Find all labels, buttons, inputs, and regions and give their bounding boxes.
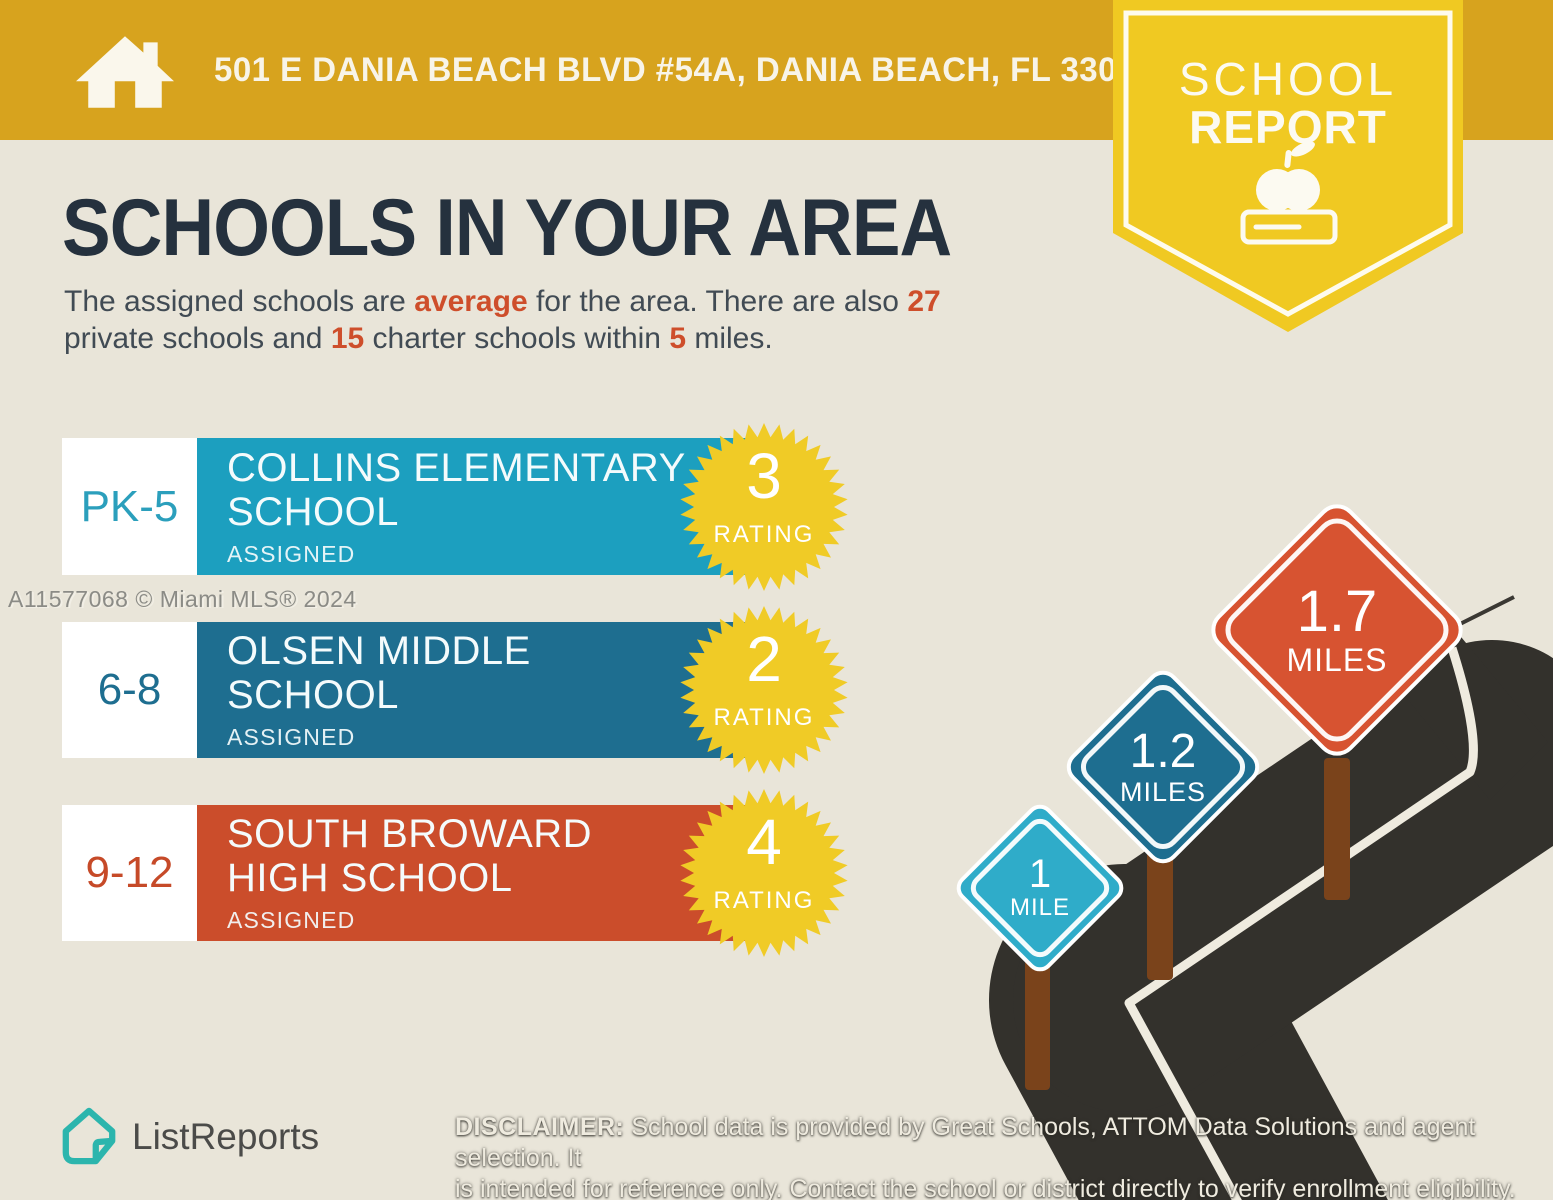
brand-name: ListReports <box>132 1116 320 1157</box>
rating-label: RATING <box>713 887 815 914</box>
disclaimer-line-1: School data is provided by Great Schools… <box>455 1113 1476 1172</box>
school-row-middle: 6-8 OLSEN MIDDLE SCHOOL ASSIGNED <box>62 622 767 758</box>
sign-post <box>1025 956 1050 1090</box>
listreports-brand: ListReports <box>60 1106 319 1168</box>
rating-value: 4 <box>746 806 782 878</box>
school-row-elementary: PK-5 COLLINS ELEMENTARY SCHOOL ASSIGNED <box>62 438 767 575</box>
grade-range-box: PK-5 <box>62 438 197 575</box>
disclaimer-text: DISCLAIMER: School data is provided by G… <box>455 1112 1525 1200</box>
rating-label: RATING <box>713 521 815 548</box>
listreports-logo-icon <box>62 1107 116 1165</box>
school-bar: SOUTH BROWARD HIGH SCHOOL ASSIGNED <box>197 805 767 941</box>
grade-range-box: 6-8 <box>62 622 197 758</box>
school-bar: COLLINS ELEMENTARY SCHOOL ASSIGNED <box>197 438 767 575</box>
badge-line-school: SCHOOL <box>1178 53 1398 105</box>
assigned-label: ASSIGNED <box>227 540 356 567</box>
distance-unit: MILES <box>1119 776 1207 807</box>
rating-badge-middle: 2 RATING <box>678 604 850 776</box>
home-icon <box>76 36 174 113</box>
sign-post <box>1324 758 1350 900</box>
apple-icon <box>1256 141 1320 211</box>
rating-badge-high: 4 RATING <box>678 787 850 959</box>
assigned-label: ASSIGNED <box>227 724 356 750</box>
assigned-label: ASSIGNED <box>227 907 356 933</box>
disclaimer-line-2: is intended for reference only. Contact … <box>455 1175 1516 1200</box>
book-icon <box>1240 209 1338 245</box>
distance-sign-1-2-miles: 1.2 MILES <box>1059 663 1267 871</box>
rating-label: RATING <box>713 704 815 731</box>
school-row-high: 9-12 SOUTH BROWARD HIGH SCHOOL ASSIGNED <box>62 805 767 941</box>
rating-value: 3 <box>746 440 782 512</box>
rating-value: 2 <box>746 623 782 695</box>
school-report-badge: SCHOOL REPORT <box>1113 0 1463 332</box>
disclaimer-label: DISCLAIMER: <box>455 1113 625 1141</box>
distance-value: 1.7 <box>1296 578 1378 644</box>
distance-unit: MILES <box>1286 641 1388 678</box>
school-bar: OLSEN MIDDLE SCHOOL ASSIGNED <box>197 622 767 758</box>
subtitle-line-1: The assigned schools are average for the… <box>64 285 941 318</box>
sign-post <box>1147 850 1173 980</box>
subtitle: The assigned schools are average for the… <box>64 283 1104 357</box>
grade-range-box: 9-12 <box>62 805 197 941</box>
school-name: OLSEN MIDDLE SCHOOL <box>227 629 531 717</box>
distance-sign-1-mile: 1 MILE <box>950 798 1130 978</box>
school-name: COLLINS ELEMENTARY SCHOOL <box>227 445 686 534</box>
badge-line-report: REPORT <box>1189 101 1387 153</box>
distance-sign-1-7-miles: 1.7 MILES <box>1202 495 1472 765</box>
distance-value: 1 <box>1028 852 1052 896</box>
subtitle-line-2: private schools and 15 charter schools w… <box>64 322 773 355</box>
school-name: SOUTH BROWARD HIGH SCHOOL <box>227 812 593 900</box>
distance-unit: MILE <box>1009 894 1070 921</box>
rating-badge-elementary: 3 RATING <box>678 421 850 593</box>
mls-watermark: A11577068 © Miami MLS® 2024 <box>8 586 357 612</box>
distance-value: 1.2 <box>1129 724 1197 778</box>
property-address: 501 E DANIA BEACH BLVD #54A, DANIA BEACH… <box>214 50 1155 89</box>
page-title: SCHOOLS IN YOUR AREA <box>62 183 952 273</box>
